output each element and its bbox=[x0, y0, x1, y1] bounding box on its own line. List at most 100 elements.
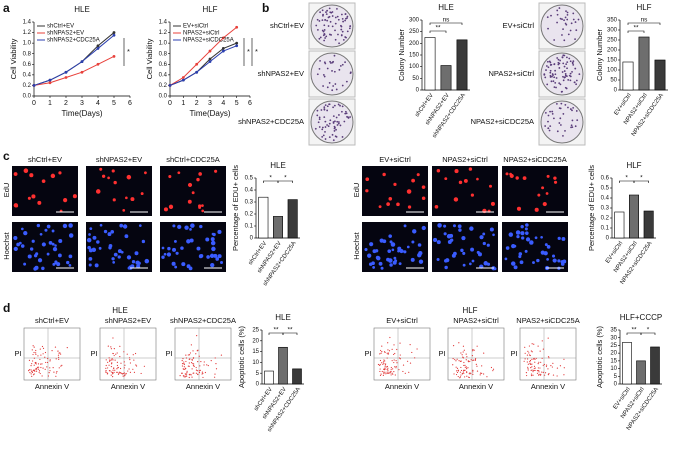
colony bbox=[547, 66, 550, 69]
colony bbox=[318, 116, 321, 119]
nucleus bbox=[483, 261, 488, 266]
colony bbox=[551, 110, 554, 113]
significance-bracket bbox=[633, 180, 649, 183]
colony bbox=[545, 65, 548, 67]
colony bbox=[555, 102, 558, 105]
nucleus bbox=[540, 235, 543, 239]
event bbox=[387, 342, 389, 344]
annotation: * bbox=[269, 175, 272, 182]
y-axis-label: Apoptotic cells (%) bbox=[595, 325, 604, 388]
event bbox=[198, 371, 201, 374]
y-tick-label: 250 bbox=[607, 38, 618, 44]
colony bbox=[318, 20, 321, 22]
colony bbox=[555, 77, 558, 79]
y-tick-label: 0 bbox=[250, 236, 254, 242]
y-tick-label: 0.4 bbox=[159, 72, 168, 78]
event bbox=[114, 359, 116, 361]
colony bbox=[568, 57, 571, 60]
colony bbox=[571, 109, 573, 112]
colony bbox=[575, 83, 578, 86]
image-label: NPAS2+siCtrl bbox=[489, 69, 535, 78]
event bbox=[188, 365, 190, 367]
colony bbox=[324, 138, 327, 140]
event bbox=[474, 359, 476, 361]
colony bbox=[550, 80, 553, 83]
event bbox=[472, 350, 474, 352]
colony bbox=[565, 75, 568, 78]
colony bbox=[326, 19, 329, 22]
event bbox=[215, 368, 218, 370]
point bbox=[181, 76, 185, 79]
event bbox=[195, 366, 197, 369]
colony bbox=[319, 36, 322, 39]
event bbox=[123, 361, 125, 363]
event bbox=[112, 376, 114, 378]
event bbox=[110, 359, 113, 361]
nucleus bbox=[410, 257, 415, 262]
event bbox=[393, 344, 395, 346]
event bbox=[458, 360, 460, 362]
event bbox=[548, 373, 550, 375]
axis-label: Annexin V bbox=[459, 382, 493, 391]
bar bbox=[629, 194, 639, 239]
event bbox=[47, 375, 50, 377]
event bbox=[556, 367, 559, 369]
event bbox=[126, 353, 128, 355]
event bbox=[133, 371, 136, 373]
event bbox=[30, 369, 32, 371]
event bbox=[387, 349, 389, 351]
colony bbox=[561, 71, 564, 73]
colony bbox=[575, 110, 578, 112]
event bbox=[58, 358, 60, 360]
event bbox=[384, 360, 386, 362]
y-tick-label: 0 bbox=[416, 88, 420, 94]
event bbox=[528, 352, 530, 354]
event bbox=[183, 376, 185, 378]
nucleus bbox=[144, 171, 147, 175]
event bbox=[388, 372, 390, 375]
event bbox=[411, 351, 413, 354]
nucleus bbox=[525, 223, 529, 227]
nucleus bbox=[52, 262, 56, 266]
event bbox=[386, 352, 388, 354]
colony bbox=[563, 65, 566, 68]
colony bbox=[340, 34, 343, 36]
event bbox=[534, 361, 536, 363]
nucleus bbox=[187, 182, 193, 188]
micrograph bbox=[160, 222, 226, 272]
event bbox=[533, 343, 535, 345]
colony bbox=[575, 79, 578, 82]
nucleus bbox=[388, 196, 393, 201]
colony bbox=[565, 10, 567, 13]
event bbox=[398, 369, 400, 371]
event bbox=[463, 372, 465, 374]
event bbox=[534, 358, 536, 361]
nucleus bbox=[416, 173, 420, 177]
event bbox=[552, 374, 555, 376]
colony bbox=[566, 61, 569, 64]
colony bbox=[323, 24, 326, 27]
colony bbox=[563, 19, 565, 22]
event bbox=[199, 369, 201, 371]
event bbox=[460, 360, 462, 362]
event bbox=[191, 368, 193, 370]
colony bbox=[331, 89, 334, 92]
bar bbox=[636, 360, 646, 385]
colony bbox=[329, 60, 331, 63]
event bbox=[384, 351, 386, 354]
event bbox=[114, 369, 116, 371]
colony bbox=[547, 127, 550, 130]
event bbox=[181, 365, 184, 367]
event bbox=[111, 358, 113, 360]
event bbox=[476, 345, 478, 347]
bar bbox=[456, 39, 468, 91]
row-label: Hoechst bbox=[2, 231, 11, 259]
event bbox=[181, 362, 184, 365]
event bbox=[382, 361, 385, 363]
axis-label: Annexin V bbox=[186, 382, 220, 391]
event bbox=[40, 363, 42, 365]
nucleus bbox=[520, 224, 524, 229]
colony bbox=[324, 120, 327, 123]
event bbox=[32, 353, 34, 356]
colony bbox=[336, 120, 339, 123]
